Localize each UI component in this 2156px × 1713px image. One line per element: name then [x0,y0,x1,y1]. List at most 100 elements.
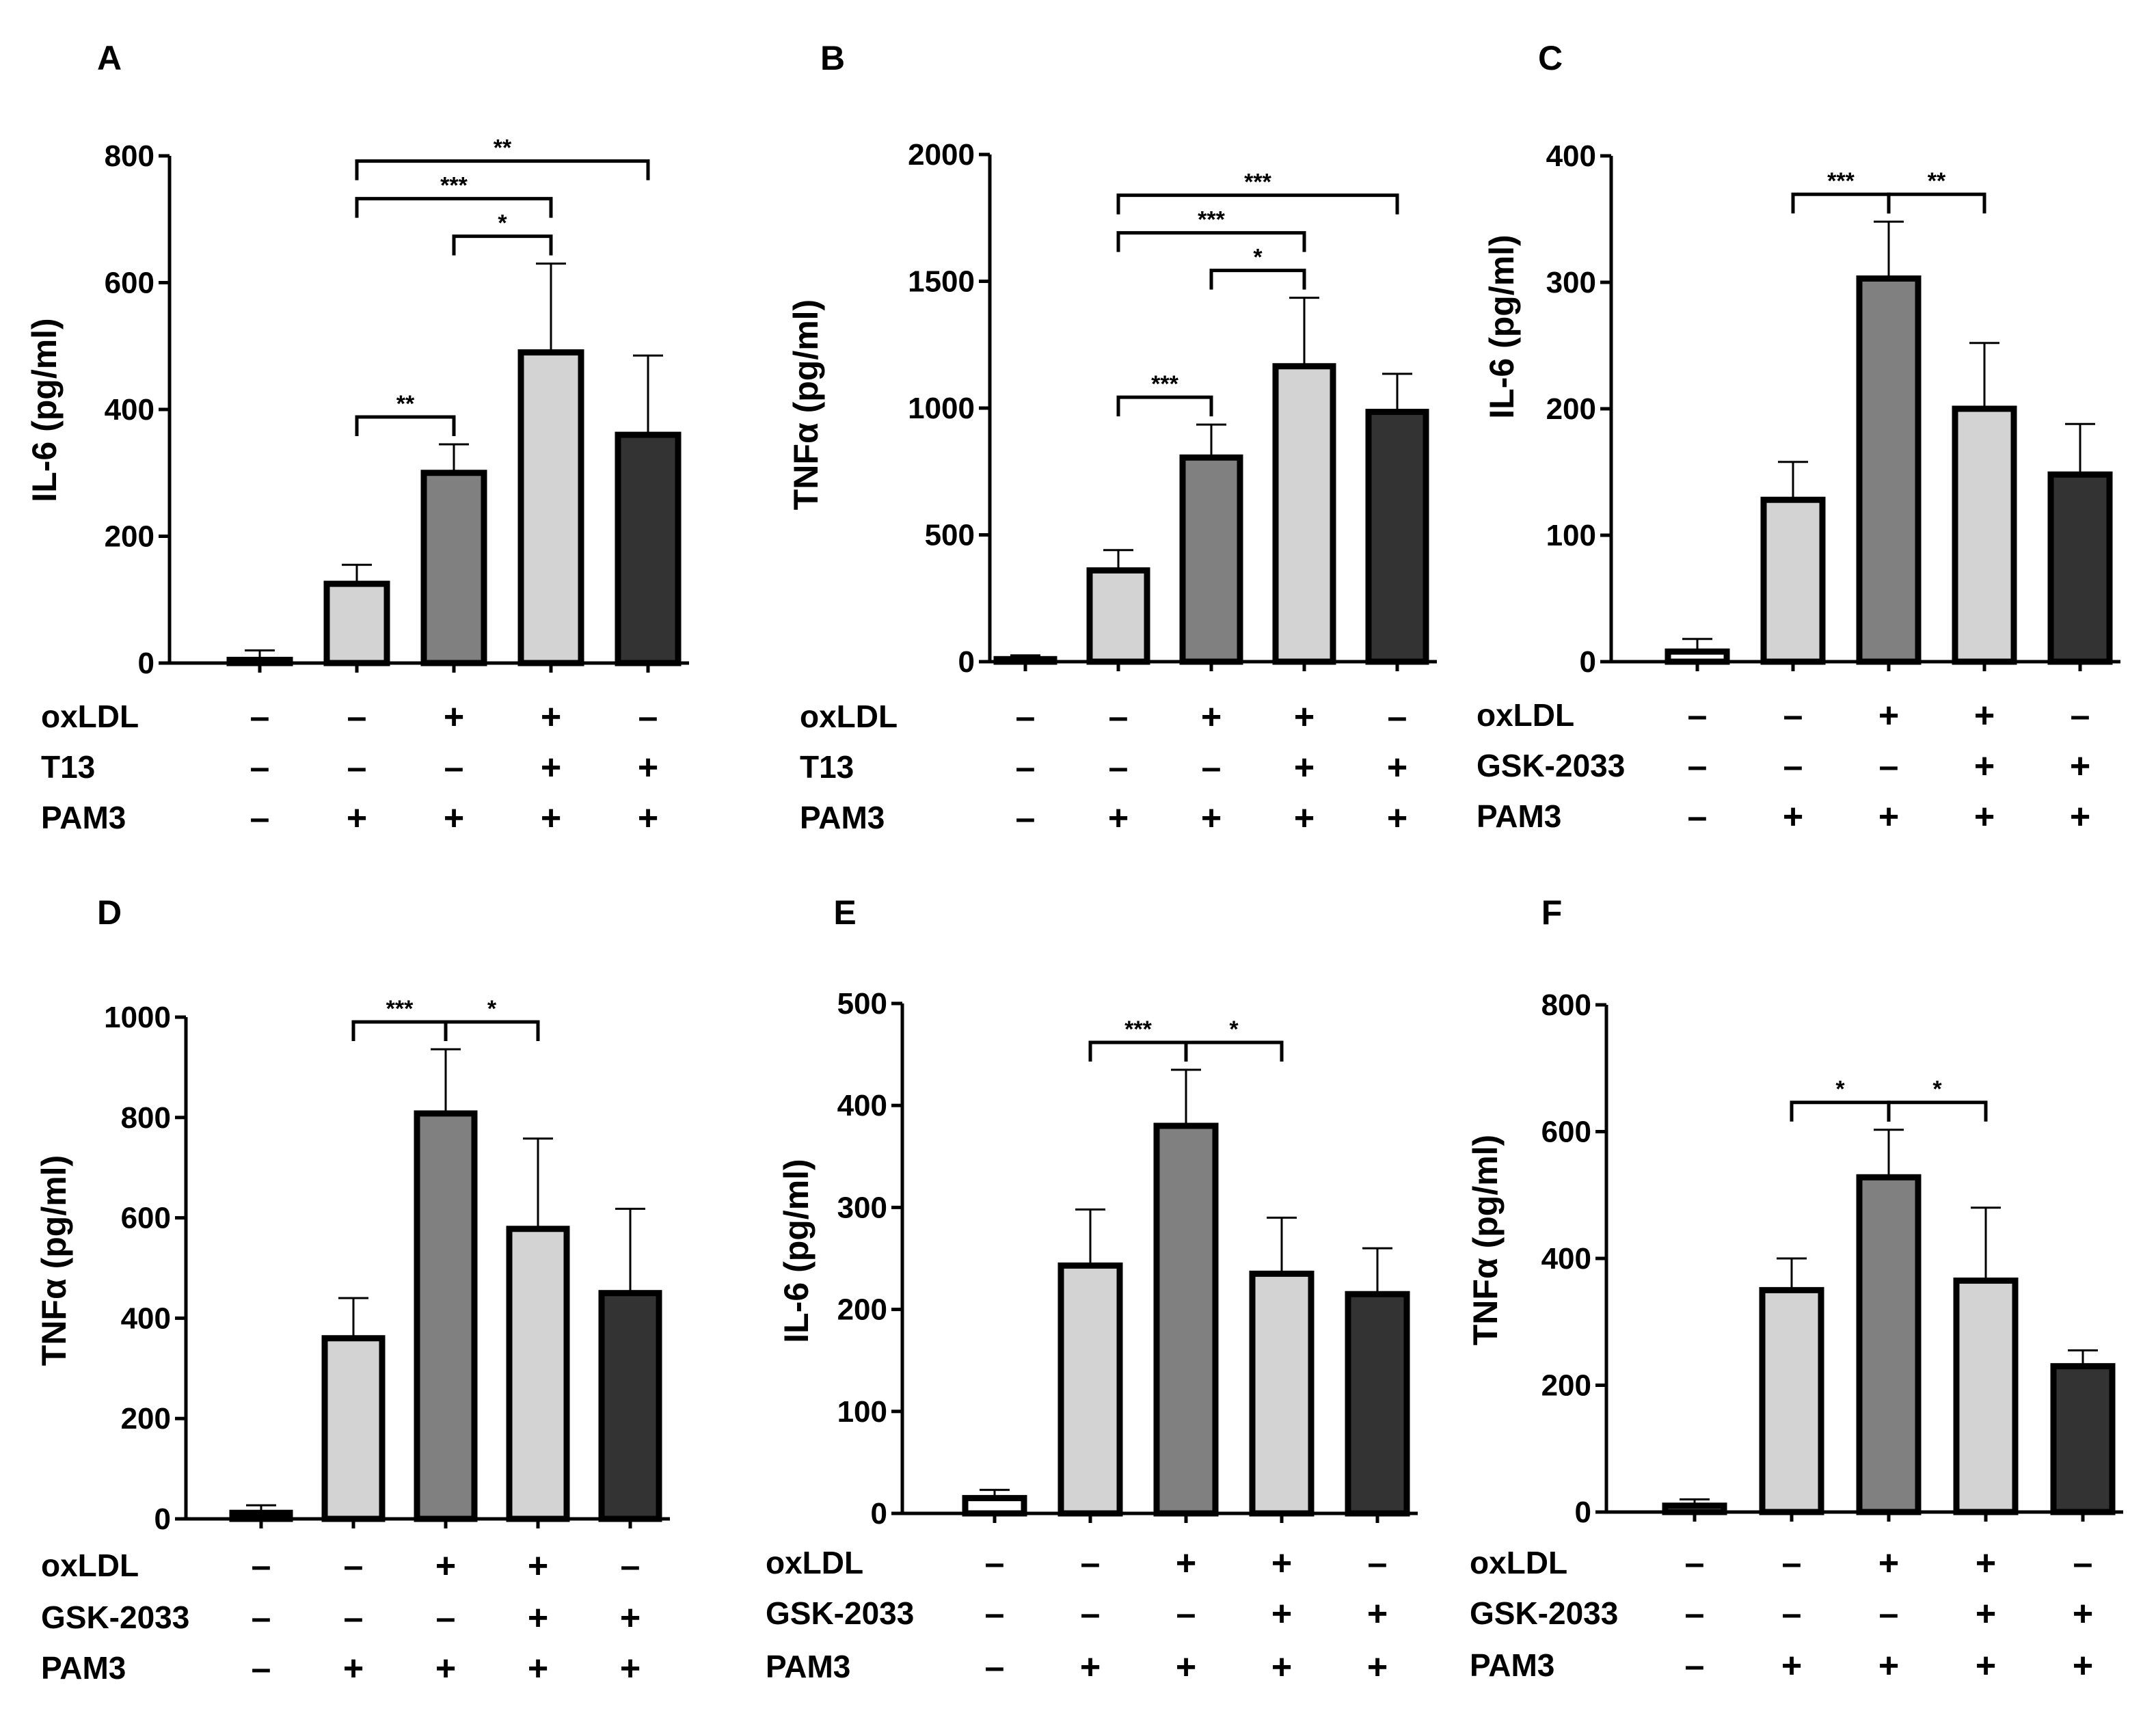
condition-sign: – [1688,797,1708,837]
condition-sign: – [347,748,367,787]
panel-letter: D [97,893,122,932]
condition-sign: – [1685,1543,1705,1583]
y-tick-label: 0 [1575,1496,1591,1529]
significance-label: * [487,996,497,1022]
condition-sign: + [444,798,464,838]
condition-sign: – [250,798,270,838]
condition-label: PAM3 [766,1649,850,1684]
bar [1856,1174,1922,1515]
y-tick-label: 800 [1541,988,1591,1022]
bar [1952,405,2017,665]
condition-sign: + [1271,1647,1292,1687]
bar [1249,1270,1315,1517]
condition-sign: + [1271,1594,1292,1634]
condition-sign: + [1367,1647,1388,1687]
condition-sign: + [1201,697,1222,737]
significance-label: * [1835,1077,1845,1103]
condition-label: oxLDL [41,699,139,734]
condition-sign: + [1387,748,1407,787]
condition-sign: – [1016,798,1036,838]
significance-bracket [1116,193,1399,215]
y-tick-label: 800 [121,1101,171,1135]
y-axis-label: TNFα (pg/ml) [787,299,825,510]
y-tick-label: 300 [1546,266,1596,299]
y-tick-label: 400 [105,393,154,427]
bar [1086,567,1150,665]
condition-sign: – [1879,1594,1899,1634]
condition-sign: – [1109,697,1129,737]
condition-sign: + [541,697,561,737]
condition-label: oxLDL [766,1545,863,1580]
bar [1953,1277,2019,1515]
y-tick-label: 200 [837,1293,887,1327]
bar [229,1509,293,1522]
condition-label: oxLDL [41,1548,139,1583]
panel-letter: E [833,893,856,932]
condition-label: GSK-2033 [41,1600,189,1635]
condition-sign: + [435,1649,456,1688]
bar [226,656,293,666]
bar [1759,1286,1824,1515]
condition-sign: + [1976,1646,1996,1686]
condition-sign: + [347,798,367,838]
condition-sign: – [344,1598,364,1638]
condition-sign: – [1016,697,1036,737]
y-tick-label: 1000 [908,392,975,425]
condition-sign: + [1176,1647,1196,1687]
condition-sign: + [620,1598,641,1638]
bar [993,656,1057,665]
condition-sign: + [1878,797,1899,837]
condition-sign: + [1108,798,1129,838]
significance-label: *** [440,173,468,199]
significance-label: * [1932,1077,1942,1103]
condition-sign: + [528,1649,548,1688]
condition-sign: – [985,1543,1005,1583]
y-tick-label: 600 [121,1202,171,1235]
condition-sign: – [1685,1594,1705,1634]
condition-sign: – [985,1594,1005,1634]
condition-sign: + [1976,1543,1996,1583]
bar [1272,363,1336,665]
y-axis-label: IL-6 (pg/ml) [1483,234,1521,418]
significance-bracket [444,1020,540,1041]
significance-bracket [1209,269,1306,290]
condition-sign: – [1176,1594,1196,1634]
condition-sign: – [347,697,367,737]
condition-sign: + [1974,746,1995,786]
y-tick-label: 0 [154,1502,171,1536]
condition-sign: – [1016,748,1036,787]
condition-label: PAM3 [41,1650,126,1686]
condition-sign: + [620,1649,641,1688]
condition-label: PAM3 [41,800,126,835]
significance-label: ** [396,391,415,417]
y-tick-label: 100 [1546,519,1596,552]
condition-sign: – [1782,1543,1802,1583]
condition-sign: + [1878,1646,1899,1686]
condition-sign: – [1081,1594,1101,1634]
condition-sign: – [621,1546,641,1586]
condition-sign: – [1685,1646,1705,1686]
condition-sign: + [528,1546,548,1586]
panel-letter: B [820,39,845,77]
condition-sign: – [436,1598,456,1638]
bar [1345,1291,1410,1517]
significance-label: * [498,211,507,237]
condition-sign: + [1387,798,1407,838]
condition-label: T13 [800,749,854,785]
y-axis-label: TNFα (pg/ml) [35,1155,73,1366]
condition-sign: + [1976,1594,1996,1634]
condition-sign: – [1783,746,1803,786]
bar [962,1495,1027,1517]
condition-sign: – [1202,748,1222,787]
bar [598,1290,662,1522]
y-axis-label: IL-6 (pg/ml) [777,1159,816,1343]
significance-label: ** [494,135,512,161]
condition-label: T13 [41,749,95,785]
significance-label: * [1253,245,1263,271]
y-tick-label: 500 [837,987,887,1021]
condition-sign: + [1176,1543,1196,1583]
significance-bracket [1116,395,1213,417]
